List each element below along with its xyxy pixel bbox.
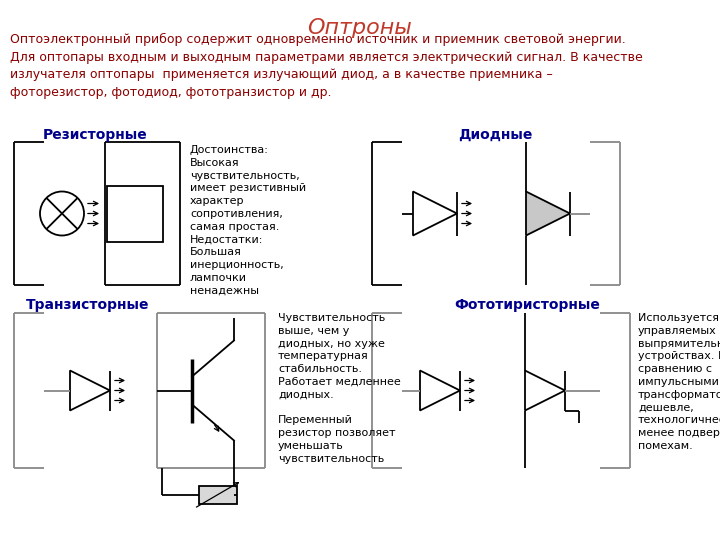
Text: Используется в
управляемых
выпрямительных
устройствах. По
сравнению с
импульсным: Используется в управляемых выпрямительны… xyxy=(638,313,720,451)
Text: Резисторные: Резисторные xyxy=(42,128,148,142)
Text: Фототиристорные: Фототиристорные xyxy=(454,298,600,312)
Bar xyxy=(199,485,237,503)
Polygon shape xyxy=(526,192,570,235)
Text: Достоинства:
Высокая
чувствительность,
имеет резистивный
характер
сопротивления,: Достоинства: Высокая чувствительность, и… xyxy=(190,145,306,296)
Text: Оптоэлектронный прибор содержит одновременно источник и приемник световой энерги: Оптоэлектронный прибор содержит одноврем… xyxy=(10,33,643,99)
Polygon shape xyxy=(420,370,460,410)
Text: Оптроны: Оптроны xyxy=(307,18,413,38)
Text: Диодные: Диодные xyxy=(458,128,532,142)
Text: Чувствительность
выше, чем у
диодных, но хуже
температурная
стабильность.
Работа: Чувствительность выше, чем у диодных, но… xyxy=(278,313,401,464)
Text: Транзисторные: Транзисторные xyxy=(26,298,150,312)
Bar xyxy=(107,186,163,241)
Polygon shape xyxy=(525,370,565,410)
Polygon shape xyxy=(413,192,457,235)
Polygon shape xyxy=(70,370,110,410)
